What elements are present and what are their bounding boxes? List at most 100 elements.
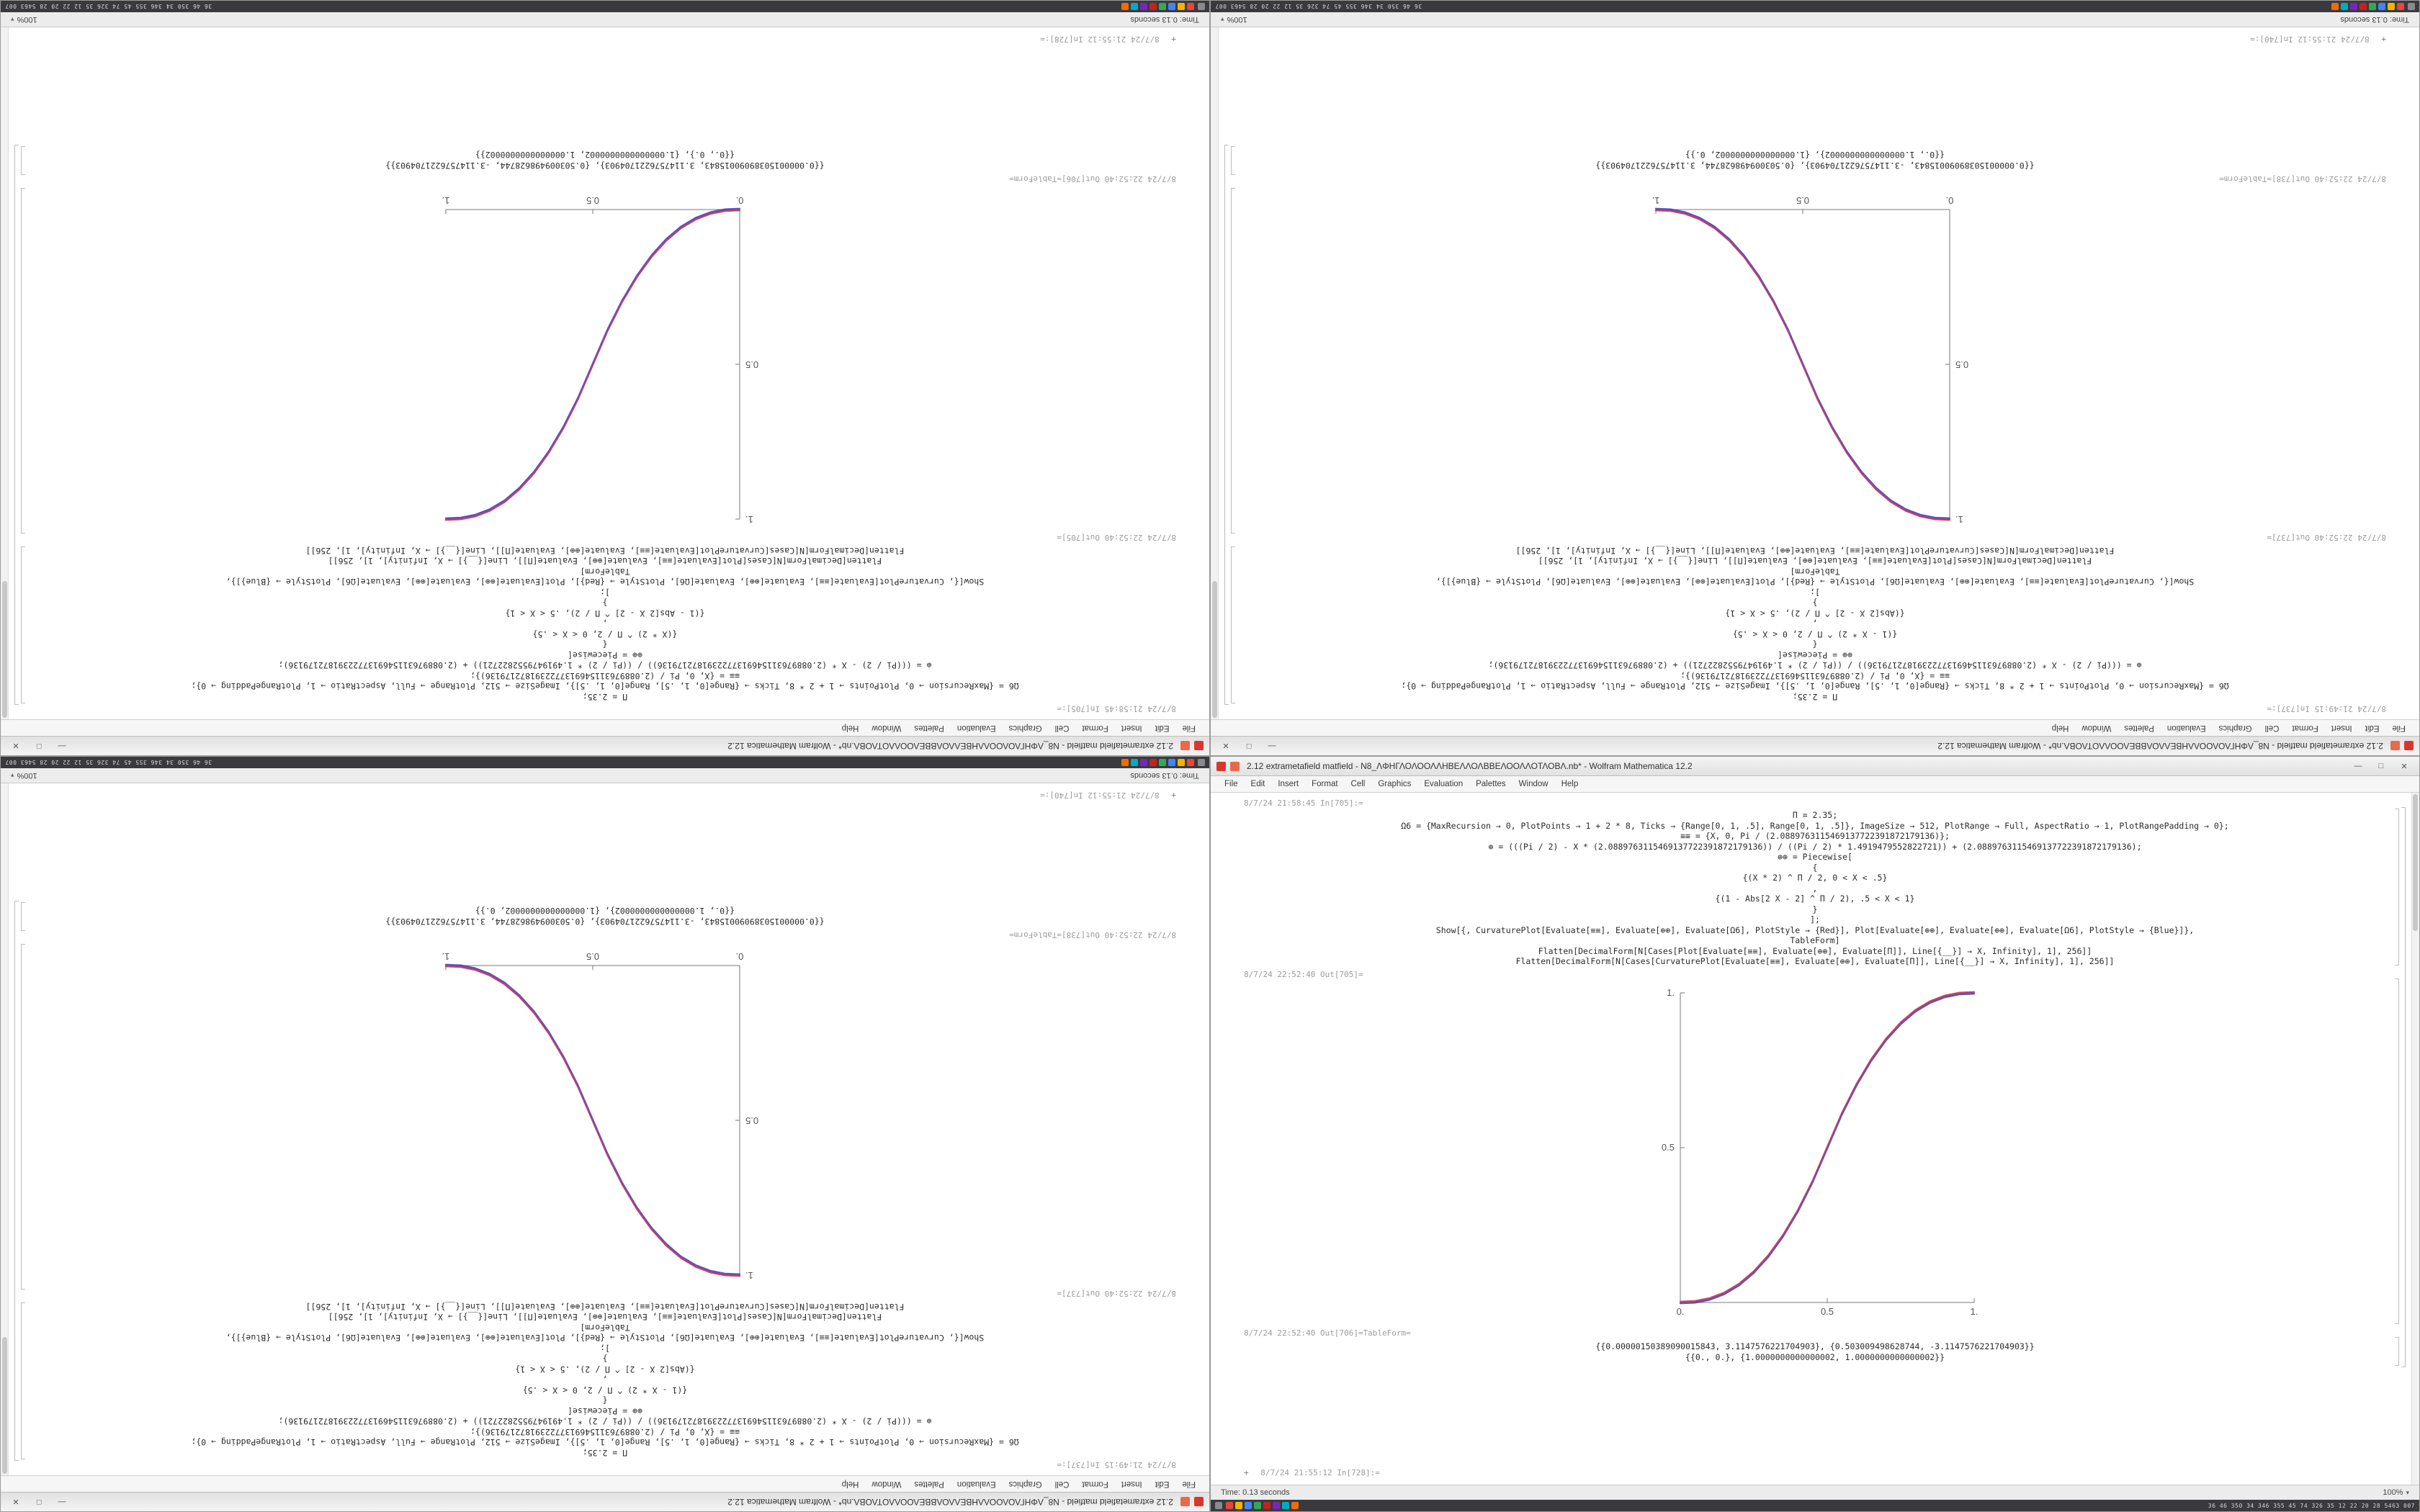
menu-item-format[interactable]: Format: [2292, 724, 2318, 732]
vertical-scrollbar[interactable]: [1211, 27, 1219, 719]
taskbar-app-icon[interactable]: [2341, 3, 2348, 10]
next-in-cell[interactable]: + 8/7/24 21:55:12 In[728]:=: [1040, 35, 1176, 44]
menu-item-insert[interactable]: Insert: [1121, 724, 1142, 732]
cell-bracket[interactable]: [1231, 188, 1235, 534]
taskbar-app-icon[interactable]: [1178, 759, 1185, 766]
taskbar-app-icon[interactable]: [2378, 3, 2385, 10]
cell-bracket[interactable]: [21, 944, 25, 1290]
menu-item-edit[interactable]: Edit: [1155, 724, 1170, 732]
menu-item-help[interactable]: Help: [2051, 724, 2069, 732]
taskbar-app-icon[interactable]: [1131, 3, 1138, 10]
next-in-cell[interactable]: + 8/7/24 21:55:12 In[728]:=: [1244, 1468, 1380, 1477]
scrollbar-thumb[interactable]: [1212, 581, 1217, 718]
menu-item-graphics[interactable]: Graphics: [1008, 724, 1042, 732]
taskbar-app-icon[interactable]: [1245, 1502, 1252, 1509]
menu-item-window[interactable]: Window: [871, 1480, 902, 1488]
close-button[interactable]: ✕: [12, 741, 19, 750]
next-in-cell[interactable]: + 8/7/24 21:55:12 In[740]:=: [2250, 35, 2386, 44]
next-in-cell[interactable]: + 8/7/24 21:55:12 In[740]:=: [1040, 791, 1176, 800]
menu-item-palettes[interactable]: Palettes: [914, 1480, 944, 1488]
taskbar-app-icon[interactable]: [1121, 3, 1129, 10]
menu-item-format[interactable]: Format: [1312, 780, 1338, 788]
menu-item-graphics[interactable]: Graphics: [1008, 1480, 1042, 1488]
cell-bracket[interactable]: [21, 546, 25, 703]
menu-item-help[interactable]: Help: [841, 724, 859, 732]
menu-item-help[interactable]: Help: [1561, 780, 1579, 788]
taskbar-app-icon[interactable]: [1121, 759, 1129, 766]
cell-group-bracket[interactable]: [14, 901, 19, 1461]
maximize-button[interactable]: □: [36, 1498, 42, 1506]
code-cell[interactable]: Π = 2.35; Ω6 = {MaxRecursion → 0, PlotPoi…: [80, 546, 1130, 702]
cell-group-bracket[interactable]: [1224, 145, 1229, 705]
add-cell-plus-icon[interactable]: +: [1244, 1468, 1249, 1477]
taskbar-app-icon[interactable]: [1131, 759, 1138, 766]
window-titlebar[interactable]: 2.12 extrametafield matfield - N8_ΛΦΗΓΛΟ…: [1, 736, 1209, 755]
window-titlebar[interactable]: 2.12 extrametafield matfield - N8_ΛΦΗΓΛΟ…: [1211, 757, 2419, 776]
maximize-button[interactable]: □: [1246, 742, 1252, 750]
cell-bracket[interactable]: [21, 902, 25, 931]
menu-item-cell[interactable]: Cell: [1054, 724, 1070, 732]
minimize-button[interactable]: —: [1268, 742, 1276, 750]
start-button[interactable]: [1215, 1502, 1222, 1509]
taskbar-app-icon[interactable]: [1291, 1502, 1299, 1509]
cell-group-bracket[interactable]: [2401, 807, 2406, 1367]
taskbar-app-icon[interactable]: [1226, 1502, 1233, 1509]
cell-bracket[interactable]: [1231, 546, 1235, 703]
start-button[interactable]: [1198, 3, 1205, 10]
close-button[interactable]: ✕: [12, 1497, 19, 1506]
taskbar-app-icon[interactable]: [1263, 1502, 1270, 1509]
add-cell-plus-icon[interactable]: +: [2381, 35, 2386, 44]
cell-bracket[interactable]: [1231, 146, 1235, 175]
menu-item-file[interactable]: File: [1224, 780, 1238, 788]
taskbar-app-icon[interactable]: [1187, 3, 1194, 10]
taskbar-app-icon[interactable]: [1140, 759, 1147, 766]
taskbar-app-icon[interactable]: [1140, 3, 1147, 10]
maximize-button[interactable]: □: [2378, 762, 2384, 770]
menu-item-evaluation[interactable]: Evaluation: [956, 1480, 996, 1488]
window-titlebar[interactable]: 2.12 extrametafield matfield - N8_ΛΦΗΓΛΟ…: [1, 1492, 1209, 1511]
cell-bracket[interactable]: [2395, 978, 2399, 1324]
menu-item-evaluation[interactable]: Evaluation: [2166, 724, 2206, 732]
taskbar-app-icon[interactable]: [2360, 3, 2367, 10]
taskbar-app-icon[interactable]: [1159, 3, 1166, 10]
code-cell[interactable]: Π = 2.35; Ω6 = {MaxRecursion → 0, PlotPoi…: [1290, 810, 2340, 967]
menu-item-cell[interactable]: Cell: [2264, 724, 2280, 732]
menu-item-cell[interactable]: Cell: [1350, 780, 1366, 788]
menu-item-edit[interactable]: Edit: [1155, 1480, 1170, 1488]
scrollbar-thumb[interactable]: [2413, 794, 2418, 931]
taskbar-app-icon[interactable]: [2397, 3, 2404, 10]
menu-item-graphics[interactable]: Graphics: [1378, 780, 1412, 788]
menu-item-help[interactable]: Help: [841, 1480, 859, 1488]
taskbar-app-icon[interactable]: [1168, 3, 1175, 10]
menu-item-graphics[interactable]: Graphics: [2218, 724, 2252, 732]
taskbar-app-icon[interactable]: [2388, 3, 2395, 10]
menu-item-file[interactable]: File: [1182, 724, 1196, 732]
start-button[interactable]: [1198, 759, 1205, 766]
close-button[interactable]: ✕: [1222, 741, 1229, 750]
taskbar-app-icon[interactable]: [2331, 3, 2339, 10]
cell-bracket[interactable]: [21, 146, 25, 175]
vertical-scrollbar[interactable]: [1, 783, 9, 1475]
cell-bracket[interactable]: [21, 1302, 25, 1459]
menu-item-insert[interactable]: Insert: [1278, 780, 1299, 788]
window-titlebar[interactable]: 2.12 extrametafield matfield - N8_ΛΦΗΓΛΟ…: [1211, 736, 2419, 755]
menu-item-evaluation[interactable]: Evaluation: [956, 724, 996, 732]
scrollbar-thumb[interactable]: [2, 1337, 7, 1474]
taskbar-app-icon[interactable]: [2350, 3, 2357, 10]
menu-item-insert[interactable]: Insert: [2331, 724, 2352, 732]
code-cell[interactable]: Π = 2.35; Ω6 = {MaxRecursion → 0, PlotPoi…: [80, 1302, 1130, 1458]
menu-item-window[interactable]: Window: [871, 724, 902, 732]
menu-item-evaluation[interactable]: Evaluation: [1424, 780, 1464, 788]
menu-item-insert[interactable]: Insert: [1121, 1480, 1142, 1488]
taskbar-app-icon[interactable]: [1159, 759, 1166, 766]
menu-item-edit[interactable]: Edit: [2365, 724, 2380, 732]
start-button[interactable]: [2408, 3, 2415, 10]
zoom-control[interactable]: 100% ▾: [11, 771, 37, 780]
menu-item-file[interactable]: File: [2392, 724, 2406, 732]
taskbar-app-icon[interactable]: [1187, 759, 1194, 766]
cell-bracket[interactable]: [2395, 1337, 2399, 1366]
taskbar-app-icon[interactable]: [1150, 759, 1157, 766]
taskbar-app-icon[interactable]: [1273, 1502, 1280, 1509]
menu-item-cell[interactable]: Cell: [1054, 1480, 1070, 1488]
taskbar-app-icon[interactable]: [1150, 3, 1157, 10]
